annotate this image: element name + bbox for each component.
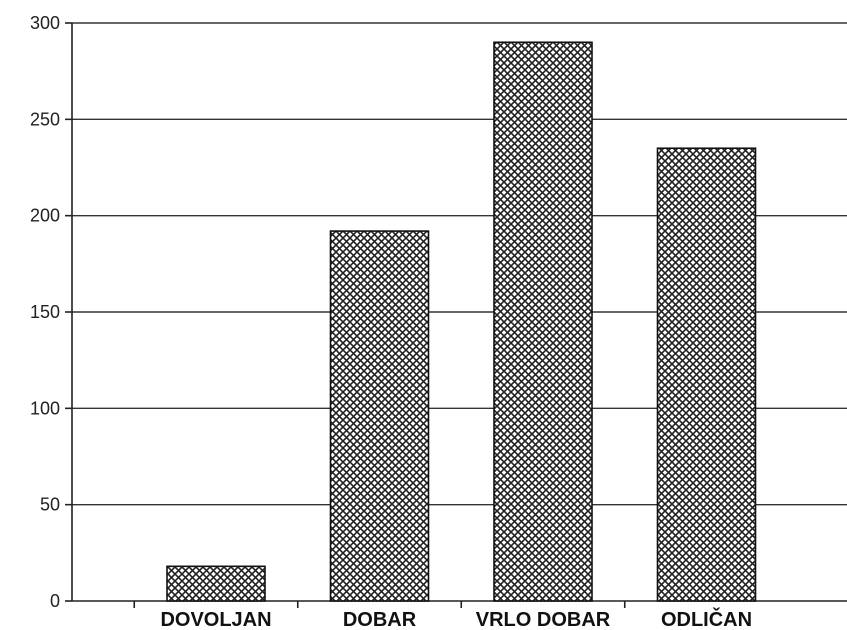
x-category-label: ODLIČAN: [661, 607, 752, 630]
bar-vrlo-dobar: [493, 41, 593, 602]
x-category-label: DOVOLJAN: [160, 609, 271, 630]
bar-dobar: [329, 230, 430, 602]
y-tick-label: 300: [30, 13, 60, 33]
x-category-label: DOBAR: [343, 609, 417, 630]
y-tick-label: 250: [30, 109, 60, 129]
bars: [166, 41, 757, 602]
y-tick-label: 0: [50, 591, 60, 611]
y-tick-labels: 0 50 100 150 200 250 300: [30, 13, 60, 611]
y-tick-label: 100: [30, 398, 60, 418]
x-category-label: VRLO DOBAR: [476, 609, 611, 630]
y-tick-label: 150: [30, 302, 60, 322]
category-labels: DOVOLJAN DOBAR VRLO DOBAR ODLIČAN: [160, 607, 752, 630]
bar-odličan: [656, 147, 757, 602]
y-tick-label: 200: [30, 206, 60, 226]
bar-dovoljan: [166, 565, 266, 602]
y-tick-label: 50: [40, 495, 60, 515]
